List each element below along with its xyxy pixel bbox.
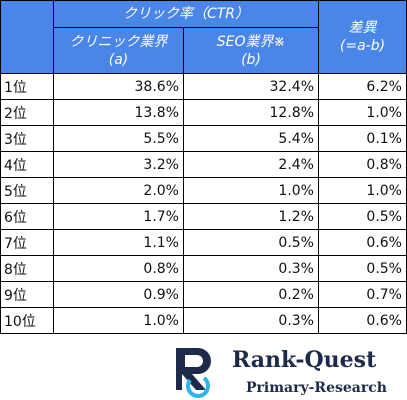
rank-cell: 3位	[0, 125, 54, 152]
value-cell: 2.0%	[53, 177, 184, 204]
value-cell: 0.5%	[318, 255, 407, 282]
diff-header: 差異 (=a-b)	[318, 0, 407, 74]
value-cell: 1.1%	[53, 229, 184, 256]
rank-cell: 9位	[0, 281, 54, 308]
rank-cell: 1位	[0, 73, 54, 100]
blank-header	[0, 0, 54, 74]
value-cell: 0.8%	[318, 151, 407, 178]
table-row: 3位 5.5% 5.4% 0.1%	[0, 125, 407, 152]
value-cell: 6.2%	[318, 73, 407, 100]
table-row: 1位 38.6% 32.4% 6.2%	[0, 73, 407, 100]
value-cell: 1.2%	[183, 203, 319, 230]
header-line: クリニック業界	[69, 33, 168, 50]
table-row: 8位 0.8% 0.3% 0.5%	[0, 255, 407, 282]
value-cell: 1.0%	[183, 177, 319, 204]
value-cell: 38.6%	[53, 73, 184, 100]
value-cell: 0.5%	[318, 203, 407, 230]
value-cell: 0.7%	[318, 281, 407, 308]
table-row: 9位 0.9% 0.2% 0.7%	[0, 281, 407, 308]
value-cell: 0.6%	[318, 307, 407, 334]
logo-tagline: Primary-Research	[246, 380, 387, 396]
value-cell: 0.3%	[183, 307, 319, 334]
col-b-header: SEO業界※ (b)	[183, 27, 319, 74]
value-cell: 32.4%	[183, 73, 319, 100]
logo: Rank-Quest Primary-Research	[176, 347, 387, 398]
value-cell: 12.8%	[183, 99, 319, 126]
group-header: クリック率（CTR）	[53, 0, 319, 28]
value-cell: 0.5%	[183, 229, 319, 256]
value-cell: 0.6%	[318, 229, 407, 256]
value-cell: 3.2%	[53, 151, 184, 178]
rank-cell: 5位	[0, 177, 54, 204]
value-cell: 0.9%	[53, 281, 184, 308]
value-cell: 0.8%	[53, 255, 184, 282]
value-cell: 2.4%	[183, 151, 319, 178]
value-cell: 13.8%	[53, 99, 184, 126]
header-line: (=a-b)	[339, 38, 386, 54]
table-row: 2位 13.8% 12.8% 1.0%	[0, 99, 407, 126]
logo-icon-accent	[186, 376, 210, 398]
value-cell: 1.7%	[53, 203, 184, 230]
value-cell: 1.0%	[318, 99, 407, 126]
rank-cell: 2位	[0, 99, 54, 126]
value-cell: 5.4%	[183, 125, 319, 152]
rank-cell: 4位	[0, 151, 54, 178]
table-row: 5位 2.0% 1.0% 1.0%	[0, 177, 407, 204]
table-row: 6位 1.7% 1.2% 0.5%	[0, 203, 407, 230]
value-cell: 0.2%	[183, 281, 319, 308]
value-cell: 5.5%	[53, 125, 184, 152]
value-cell: 0.3%	[183, 255, 319, 282]
ctr-table: クリック率（CTR） 差異 (=a-b) クリニック業界 (a) SEO業界※ (b)…	[0, 0, 407, 334]
header-line: 差異	[348, 20, 377, 36]
table-row: 10位 1.0% 0.3% 0.6%	[0, 307, 407, 334]
header-line: SEO業界※	[216, 33, 286, 50]
table-row: 7位 1.1% 0.5% 0.6%	[0, 229, 407, 256]
table-body: 1位 38.6% 32.4% 6.2% 2位 13.8% 12.8% 1.0% 3位 5.5% 5.…	[0, 73, 407, 334]
value-cell: 0.1%	[318, 125, 407, 152]
table-row: 4位 3.2% 2.4% 0.8%	[0, 151, 407, 178]
rank-cell: 6位	[0, 203, 54, 230]
rank-cell: 10位	[0, 307, 54, 334]
header-line: (a)	[108, 51, 129, 68]
value-cell: 1.0%	[318, 177, 407, 204]
rank-cell: 8位	[0, 255, 54, 282]
col-a-header: クリニック業界 (a)	[53, 27, 184, 74]
rank-cell: 7位	[0, 229, 54, 256]
logo-icon	[176, 348, 211, 390]
header-line: (b)	[241, 51, 261, 68]
logo-name: Rank-Quest	[232, 347, 377, 373]
value-cell: 1.0%	[53, 307, 184, 334]
